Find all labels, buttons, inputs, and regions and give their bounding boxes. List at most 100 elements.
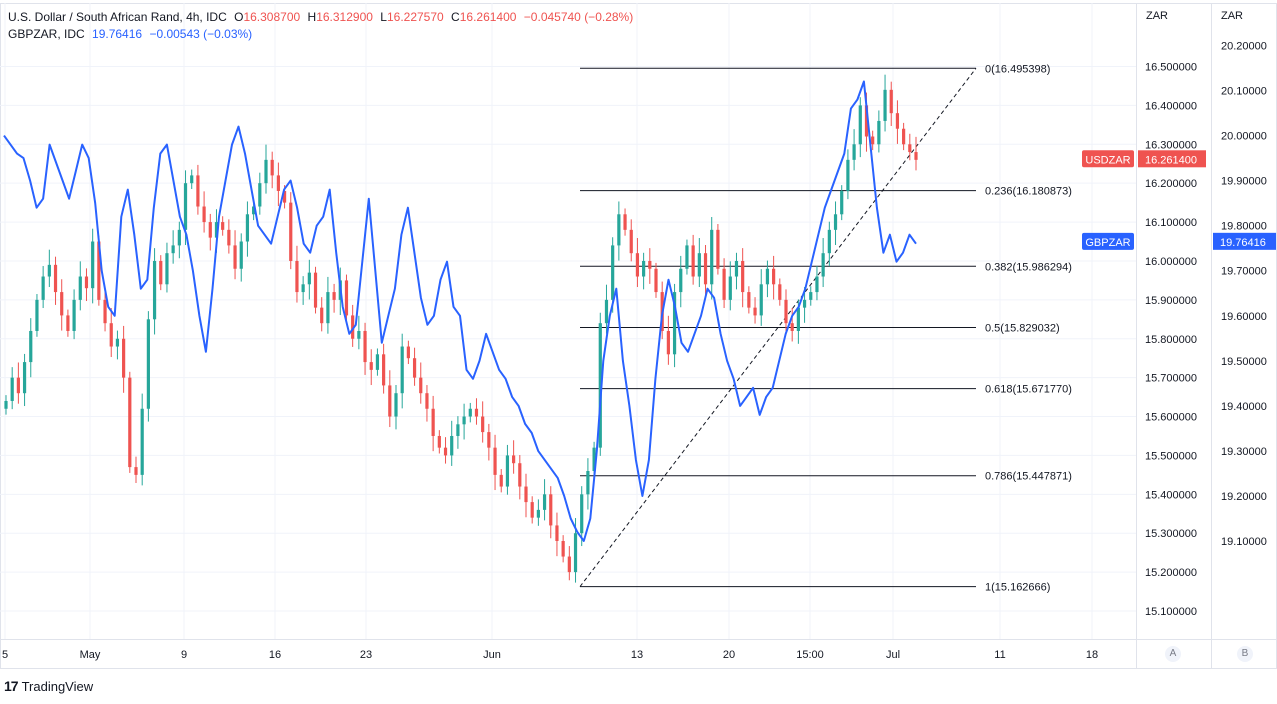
chart-grid <box>0 3 1277 669</box>
candle-body <box>468 408 472 417</box>
candle-body <box>796 307 800 331</box>
tradingview-logo-icon: 17 <box>4 678 19 694</box>
usdzar-tick-label: 15.300000 <box>1145 528 1197 540</box>
candle-body <box>542 494 547 510</box>
candle-body <box>202 206 206 223</box>
candle-body <box>710 229 714 285</box>
candle-body <box>474 408 479 417</box>
candle-body <box>864 105 869 137</box>
candle-body <box>245 214 250 242</box>
candle-body <box>425 393 429 409</box>
candle-body <box>617 214 621 246</box>
candle-body <box>456 424 460 436</box>
x-tick-label: 15:00 <box>796 649 824 661</box>
gbpzar-tick-label: 20.10000 <box>1221 86 1267 98</box>
candle-body <box>549 494 553 526</box>
candle-body <box>666 330 670 355</box>
candle-body <box>66 315 70 331</box>
fib-level-label: 0.5(15.829032) <box>985 322 1060 334</box>
candle-body <box>60 292 64 316</box>
candle-body <box>802 299 807 308</box>
usdzar-tick-label: 16.000000 <box>1145 256 1197 268</box>
candle-body <box>115 338 120 347</box>
candle-body <box>536 509 540 518</box>
fibonacci-retracement[interactable]: 0(16.495398) 0.236(16.180873) 0.382(15.986… <box>579 63 1072 594</box>
candle-body <box>778 284 782 300</box>
candle-body <box>741 260 745 293</box>
candle-body <box>487 432 491 448</box>
gbpzar-tick-label: 19.90000 <box>1221 176 1267 188</box>
candle-body <box>623 214 627 230</box>
usdzar-tick-label: 16.500000 <box>1145 62 1197 74</box>
chart-frame <box>0 3 1277 669</box>
candle-body <box>722 268 726 300</box>
candle-body <box>431 408 435 436</box>
candle-body <box>586 470 590 495</box>
candle-body <box>753 307 757 316</box>
candle-body <box>313 272 318 308</box>
scale-b-button[interactable]: B <box>1237 646 1253 662</box>
fib-trend-line[interactable] <box>579 67 977 587</box>
candle-body <box>524 486 528 503</box>
gbpzar-line <box>3 80 917 542</box>
candle-body <box>821 253 825 277</box>
overlay-symbol[interactable]: GBPZAR, IDC <box>8 27 85 41</box>
usdzar-tick-label: 15.500000 <box>1145 450 1197 462</box>
candle-body <box>512 455 516 464</box>
gbpzar-price-tag <box>1213 232 1276 250</box>
overlay-legend[interactable]: GBPZAR, IDC 19.76416 −0.00543 (−0.03%) <box>8 27 256 41</box>
fib-level-label: 1(15.162666) <box>985 582 1050 594</box>
candle-body <box>871 136 875 145</box>
candle-body <box>122 338 126 378</box>
candle-body <box>493 447 497 475</box>
candle-body <box>518 463 522 487</box>
candle-body <box>499 474 503 487</box>
candle-body <box>252 206 256 215</box>
candle-body <box>103 299 107 324</box>
candle-body <box>642 260 646 277</box>
candle-body <box>351 315 355 339</box>
candle-body <box>895 113 900 129</box>
candle-body <box>790 323 794 331</box>
candle-body <box>258 183 262 207</box>
candle-body <box>648 260 652 269</box>
candle-body <box>159 260 163 285</box>
usdzar-tick-label: 15.200000 <box>1145 567 1197 579</box>
scale-a-button[interactable]: A <box>1165 646 1181 662</box>
x-tick-label: 20 <box>723 649 735 661</box>
candle-body <box>914 152 918 160</box>
usdzar-tick-label: 15.600000 <box>1145 412 1197 424</box>
usdzar-tick-label: 15.700000 <box>1145 373 1197 385</box>
candle-body <box>747 292 751 308</box>
fib-level-label: 0.786(15.447871) <box>985 471 1072 483</box>
candle-body <box>716 229 720 269</box>
brand-name: TradingView <box>21 678 94 694</box>
candle-body <box>29 330 33 363</box>
candle-body <box>450 435 454 456</box>
candle-body <box>369 362 373 370</box>
change-value: −0.045740 (−0.28%) <box>523 10 634 24</box>
fib-level-label: 0.618(15.671770) <box>985 384 1072 396</box>
gbpzar-tick-label: 20.00000 <box>1221 131 1267 143</box>
candle-body <box>264 159 268 184</box>
candle-body <box>233 245 237 269</box>
main-symbol[interactable]: U.S. Dollar / South African Rand, 4h, ID… <box>8 10 227 24</box>
candle-body <box>419 377 423 394</box>
candle-body <box>4 400 8 409</box>
candle-body <box>295 260 299 293</box>
candle-body <box>190 175 194 184</box>
candle-body <box>140 408 144 475</box>
candle-body <box>109 323 113 347</box>
usdzar-tick-label: 16.100000 <box>1145 217 1197 229</box>
candle-body <box>728 276 732 300</box>
candle-body <box>134 467 138 475</box>
candle-body <box>78 276 82 300</box>
usdzar-tick-label: 15.400000 <box>1145 489 1197 501</box>
main-legend[interactable]: U.S. Dollar / South African Rand, 4h, ID… <box>8 10 637 24</box>
high-label: H <box>307 10 317 24</box>
candle-body <box>592 447 596 471</box>
tradingview-brand[interactable]: 17 TradingView <box>4 678 93 694</box>
left-scale-header: ZAR <box>1146 10 1168 22</box>
candle-body <box>22 362 27 394</box>
